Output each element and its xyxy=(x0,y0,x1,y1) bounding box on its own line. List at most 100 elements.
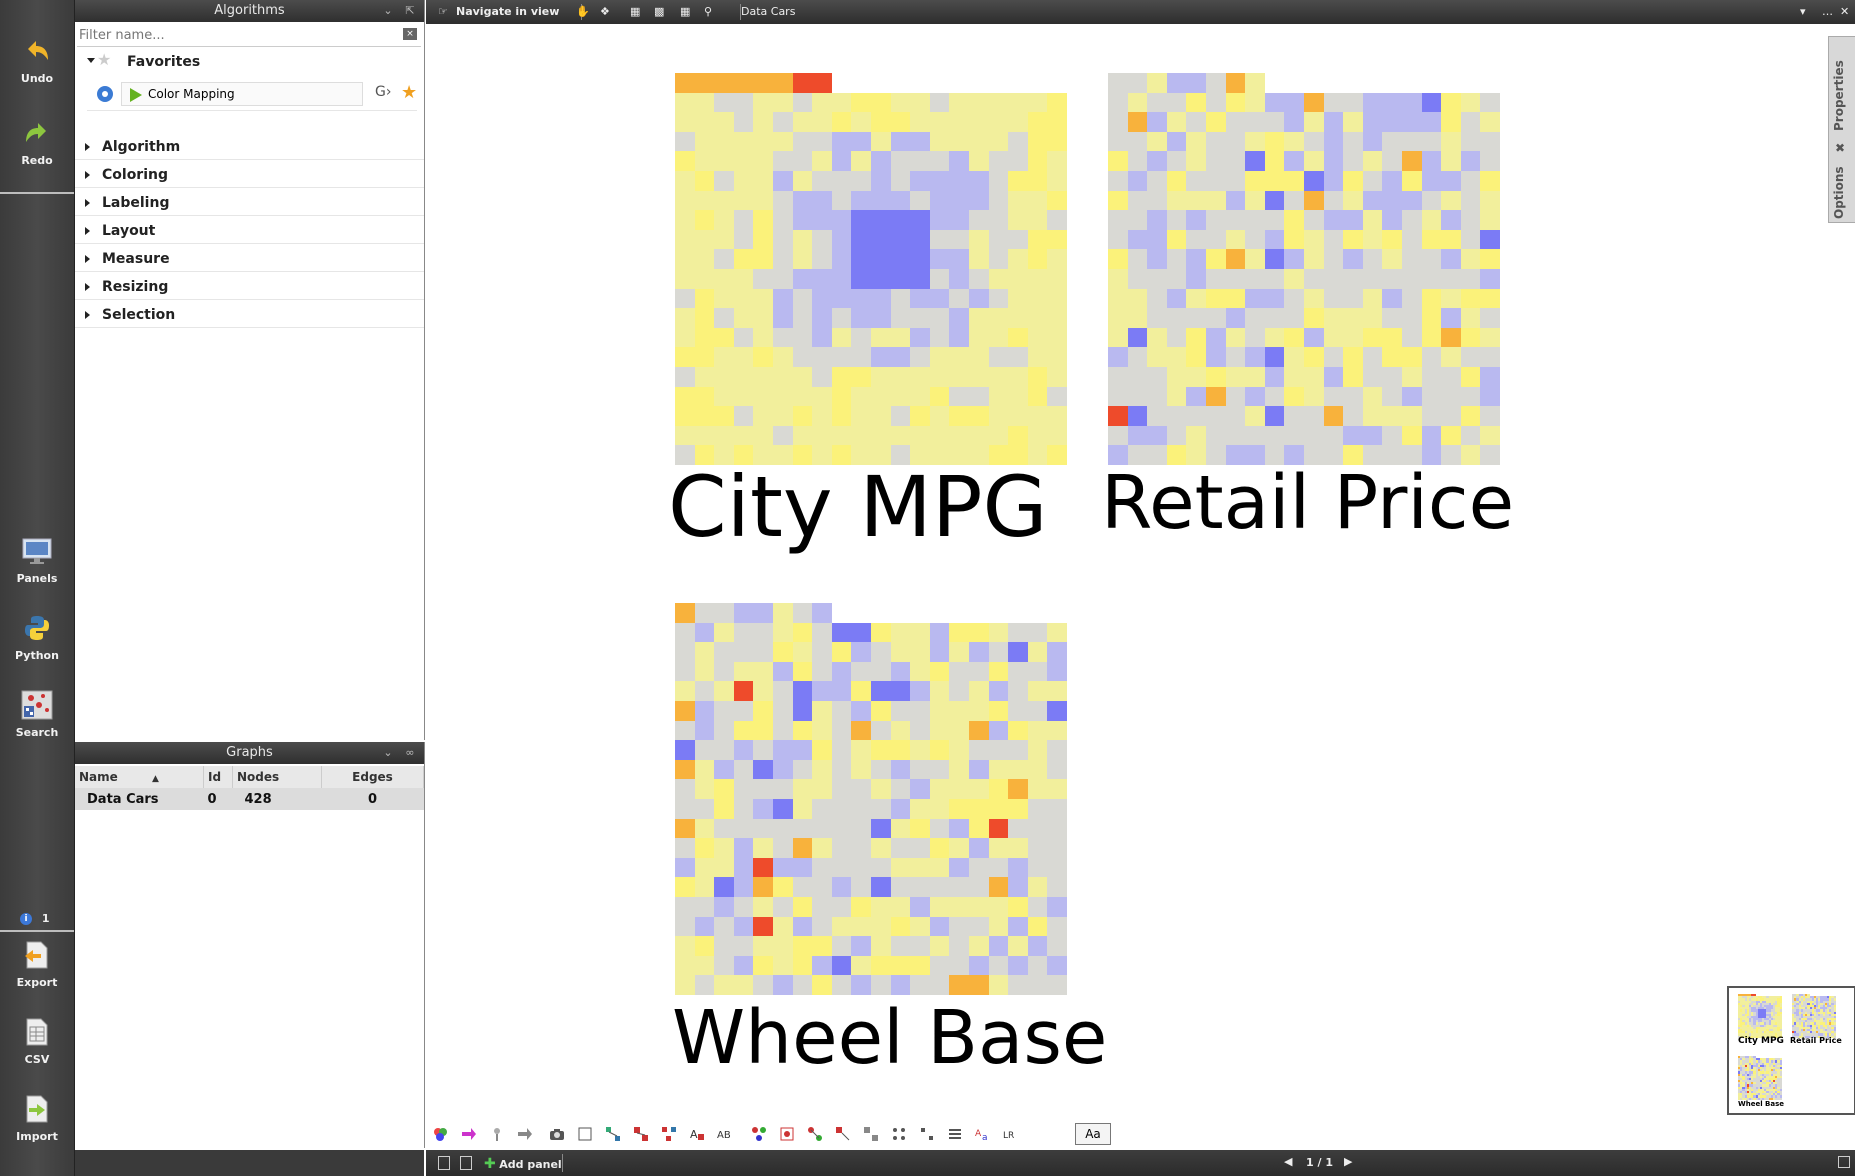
collapse-icon[interactable]: ⌄ xyxy=(383,4,393,17)
heatmap-cell xyxy=(1460,347,1481,367)
previous-page-icon[interactable]: ◀ xyxy=(1284,1155,1293,1168)
plugin-info-icon[interactable]: G› xyxy=(375,84,392,100)
heatmap-cell xyxy=(949,896,969,917)
retail-price-heatmap[interactable] xyxy=(1108,73,1500,465)
wheel-base-heatmap[interactable] xyxy=(675,603,1067,995)
close-tab-icon[interactable]: ✖ xyxy=(1835,141,1846,155)
grid-dots-icon[interactable] xyxy=(891,1126,907,1142)
category-layout[interactable]: Layout xyxy=(75,219,424,244)
collapse-icon[interactable]: ⌄ xyxy=(383,746,393,759)
grid-nodes-icon[interactable] xyxy=(863,1126,879,1142)
heatmap-cell xyxy=(675,386,695,407)
color-circles-icon[interactable] xyxy=(433,1126,449,1142)
table-row[interactable]: Data Cars 0 428 0 xyxy=(75,788,424,810)
python-button[interactable]: Python xyxy=(0,613,74,662)
undo-button[interactable]: Undo xyxy=(0,36,74,85)
heatmap-cell xyxy=(1740,1080,1743,1083)
csv-button[interactable]: CSV xyxy=(0,1017,74,1066)
layout-tree-icon[interactable] xyxy=(605,1126,621,1142)
layout-cross-icon[interactable] xyxy=(661,1126,677,1142)
arrow-color-icon[interactable] xyxy=(461,1126,477,1142)
heatmap-cell xyxy=(890,366,911,387)
more-icon[interactable]: … xyxy=(1822,5,1833,18)
column-header-id[interactable]: Id xyxy=(203,766,233,788)
arrow-grey-icon[interactable] xyxy=(517,1126,533,1142)
category-algorithm[interactable]: Algorithm xyxy=(75,135,424,160)
single-panel-icon[interactable] xyxy=(460,1156,472,1170)
layout-red-icon[interactable] xyxy=(633,1126,649,1142)
heatmap-cell xyxy=(733,877,754,897)
fullscreen-icon[interactable] xyxy=(1838,1156,1850,1168)
add-panel-button[interactable]: ✚ Add panel xyxy=(484,1156,562,1172)
category-selection[interactable]: Selection xyxy=(75,303,424,328)
favorites-header[interactable]: ★ Favorites xyxy=(75,50,415,72)
panel-layout-icon[interactable] xyxy=(438,1156,450,1170)
rectangle-select-icon[interactable]: ▦ xyxy=(630,5,641,18)
category-labeling[interactable]: Labeling xyxy=(75,191,424,216)
import-button[interactable]: Import xyxy=(0,1094,74,1143)
heatmap-cell xyxy=(772,210,793,230)
node-color-icon[interactable] xyxy=(751,1126,767,1142)
close-icon[interactable]: ✕ xyxy=(1840,5,1850,18)
properties-tab[interactable]: Properties xyxy=(1832,60,1846,131)
heatmap-cell xyxy=(1764,1011,1767,1014)
heatmap-cell xyxy=(1186,425,1206,446)
undock-icon[interactable]: ⇱ xyxy=(405,4,415,17)
heatmap-cell xyxy=(1779,1073,1782,1076)
navigate-tool-icon[interactable]: ✋ xyxy=(576,5,590,18)
graph-canvas[interactable]: City MPG Retail Price Wheel Base xyxy=(427,25,1827,1118)
filter-name-input[interactable] xyxy=(77,25,391,46)
font-button[interactable]: Aa xyxy=(1075,1123,1111,1145)
heatmap-cell xyxy=(1764,1022,1767,1025)
small-grid-icon[interactable] xyxy=(919,1126,935,1142)
heatmap-cell xyxy=(1770,1002,1773,1005)
edge-shape-icon[interactable] xyxy=(835,1126,851,1142)
settings-gear-icon[interactable] xyxy=(97,86,113,102)
heatmap-cell xyxy=(1766,1064,1769,1067)
star-favorite-icon[interactable]: ★ xyxy=(401,82,418,103)
panels-button[interactable]: Panels xyxy=(0,536,74,585)
heatmap-cell xyxy=(1186,406,1206,426)
heatmap-cell xyxy=(1809,1035,1812,1038)
category-resizing[interactable]: Resizing xyxy=(75,275,424,300)
magnify-icon[interactable]: ⚲ xyxy=(704,5,713,18)
heatmap-cell xyxy=(831,877,852,897)
link-icon[interactable]: ∞ xyxy=(405,746,415,759)
grid-tool-icon[interactable]: ▦ xyxy=(680,5,691,18)
heatmap-cell xyxy=(1746,1091,1749,1094)
label-ab-icon[interactable]: AB xyxy=(717,1126,733,1142)
pin-icon[interactable] xyxy=(489,1126,505,1142)
clear-filter-icon[interactable]: × xyxy=(403,28,417,40)
square-icon[interactable] xyxy=(577,1126,593,1142)
search-button[interactable]: Search xyxy=(0,690,74,739)
category-measure[interactable]: Measure xyxy=(75,247,424,272)
list-icon[interactable] xyxy=(947,1126,963,1142)
heatmap-cell xyxy=(1777,994,1780,997)
heatmap-cell xyxy=(1829,1035,1832,1038)
info-indicator[interactable]: i 1 xyxy=(20,912,50,925)
edge-color-icon[interactable] xyxy=(807,1126,823,1142)
options-tab[interactable]: Options xyxy=(1832,166,1846,219)
column-header-name[interactable]: Name ▲ xyxy=(75,766,204,788)
overview-thumbnail[interactable]: City MPG Retail Price Wheel Base xyxy=(1727,986,1855,1115)
label-position-icon[interactable]: LR xyxy=(1003,1126,1019,1142)
heatmap-cell xyxy=(1323,170,1344,191)
dropdown-icon[interactable]: ▾ xyxy=(1800,5,1806,18)
next-page-icon[interactable]: ▶ xyxy=(1344,1155,1353,1168)
label-style-icon[interactable]: A xyxy=(689,1126,705,1142)
heatmap-cell xyxy=(1401,308,1422,328)
column-header-edges[interactable]: Edges xyxy=(321,766,424,788)
color-mapping-button[interactable]: Color Mapping xyxy=(121,82,363,106)
heatmap-cell xyxy=(1813,1020,1817,1023)
node-shape-icon[interactable] xyxy=(779,1126,795,1142)
export-button[interactable]: Export xyxy=(0,940,74,989)
zoom-box-icon[interactable]: ▩ xyxy=(654,5,665,18)
category-coloring[interactable]: Coloring xyxy=(75,163,424,188)
select-tool-icon[interactable]: ❖ xyxy=(600,5,610,18)
redo-button[interactable]: Redo xyxy=(0,118,74,167)
camera-icon[interactable] xyxy=(549,1126,565,1142)
city-mpg-heatmap[interactable] xyxy=(675,73,1067,465)
column-header-nodes[interactable]: Nodes xyxy=(232,766,322,788)
heatmap-cell xyxy=(1127,386,1148,407)
